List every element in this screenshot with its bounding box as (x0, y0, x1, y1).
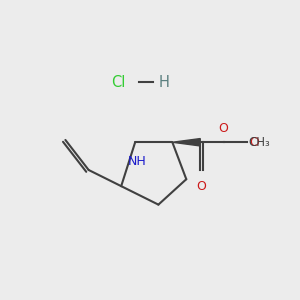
Polygon shape (172, 139, 200, 146)
Text: O: O (249, 136, 259, 149)
Text: CH₃: CH₃ (248, 136, 270, 149)
Text: O: O (196, 180, 206, 194)
Text: NH: NH (128, 155, 147, 168)
Text: H: H (158, 75, 169, 90)
Text: O: O (219, 122, 228, 135)
Text: Cl: Cl (112, 75, 126, 90)
